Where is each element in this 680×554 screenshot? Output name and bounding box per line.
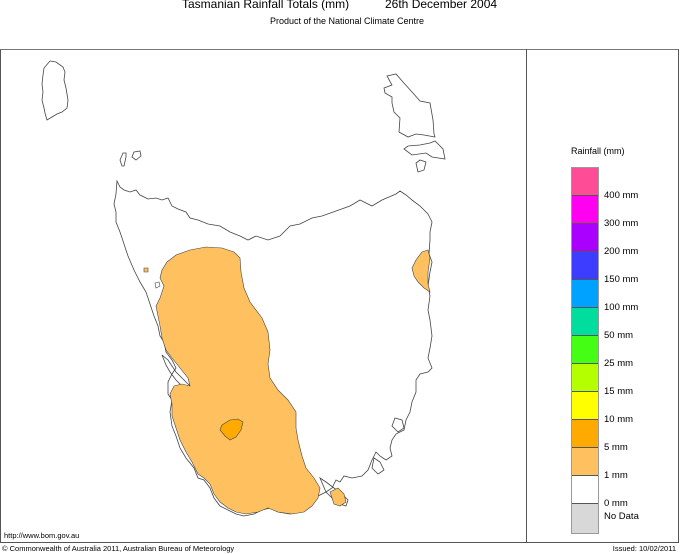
legend-swatch-10-15 [572,392,598,420]
legend-swatch-25-50 [572,336,598,364]
legend-label: 10 mm [604,414,634,425]
copyright-notice: © Commonwealth of Australia 2011, Austra… [2,544,235,553]
legend-label: 25 mm [604,358,634,369]
legend-label: 100 mm [604,302,639,313]
legend-label: 400 mm [604,190,639,201]
legend-label: No Data [604,511,639,522]
subtitle: Product of the National Climate Centre [269,16,425,26]
flinders-island [383,73,436,138]
legend-label: 5 mm [604,442,628,453]
legend-divider [526,49,527,543]
legend-label: 15 mm [604,386,634,397]
legend-swatch-15-25 [572,364,598,392]
coastline [41,60,446,517]
map-title: Tasmanian Rainfall Totals (mm) 26th Dece… [0,0,680,15]
legend-label: 150 mm [604,274,639,285]
legend-title: Rainfall (mm) [571,146,625,156]
tasmania-mainland [113,179,433,517]
legend-swatch-300-400 [572,196,598,224]
legend-swatch-100-150 [572,280,598,308]
legend-label: 50 mm [604,330,634,341]
title-text: Tasmanian Rainfall Totals (mm) [182,0,350,11]
issued-date: Issued: 10/02/2011 [612,544,676,553]
website-link[interactable]: http://www.bom.gov.au [4,531,80,540]
legend-swatch-50-100 [572,308,598,336]
king-island [41,60,69,121]
legend-swatch-200-300 [572,224,598,252]
legend-swatch-0-1 [572,476,598,504]
legend-swatch-5-10 [572,420,598,448]
map-frame [0,49,679,543]
legend-label: 200 mm [604,246,639,257]
rainfall-5-10mm-zone [219,418,244,441]
legend-swatch-no-data [572,504,598,533]
legend-swatch-1-5 [572,448,598,476]
rainfall-1-5mm-zone [143,246,431,515]
rainfall-legend [571,167,599,534]
legend-label: 300 mm [604,218,639,229]
legend-swatch-150-200 [572,252,598,280]
legend-label: 1 mm [604,470,628,481]
tasmania-map [41,60,446,517]
title-date: 26th December 2004 [385,0,498,11]
legend-label: 0 mm [604,498,628,509]
legend-swatch-400-plus [572,168,598,196]
